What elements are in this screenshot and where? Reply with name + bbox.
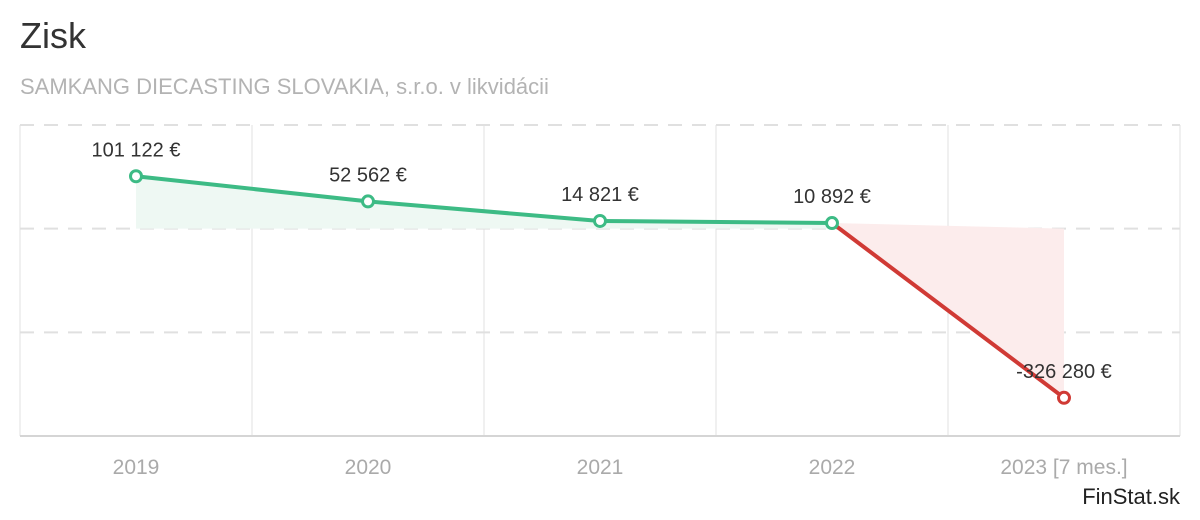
data-label: 52 562 € [329,164,407,186]
data-point[interactable] [825,216,839,231]
series-line-segment [598,218,834,226]
x-tick-label: 2020 [345,456,392,479]
data-point[interactable] [129,169,143,184]
data-point[interactable] [1057,390,1071,405]
series-line-segment [366,199,602,223]
data-point[interactable] [361,194,375,209]
x-tick-label: 2019 [113,456,160,479]
finstat-brand[interactable]: FinStat.sk [1082,484,1180,509]
x-tick-label: 2021 [577,456,624,479]
data-label: 101 122 € [92,139,181,161]
chart-title: Zisk [20,15,86,56]
positive-area [136,176,832,229]
series-line-segment [134,174,370,204]
x-tick-label: 2022 [809,456,856,479]
negative-area [832,223,1064,398]
data-label: 10 892 € [793,186,871,208]
data-label: 14 821 € [561,184,639,206]
series-line-segment [830,221,1066,400]
data-label: -326 280 € [1016,361,1112,383]
data-point[interactable] [593,213,607,228]
x-tick-label: 2023 [7 mes.] [1000,456,1127,479]
chart-subtitle: SAMKANG DIECASTING SLOVAKIA, s.r.o. v li… [20,74,549,99]
